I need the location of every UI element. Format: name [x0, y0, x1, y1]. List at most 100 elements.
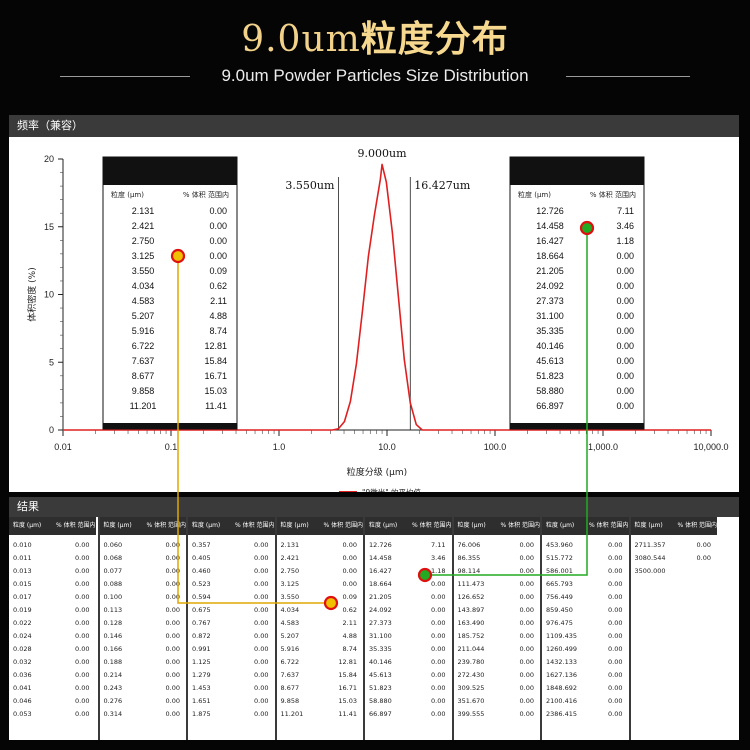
- inset-table-right-percent: 0.00: [616, 266, 634, 276]
- result-row: 0.523 0.00: [188, 578, 275, 591]
- result-row: 0.053 0.00: [9, 708, 96, 721]
- result-size: 45.613: [369, 671, 392, 679]
- result-row: 0.128 0.00: [100, 617, 187, 630]
- result-size: 0.460: [192, 567, 211, 575]
- inset-table-left-header-bg: [103, 157, 237, 185]
- result-size: 1260.499: [546, 645, 578, 653]
- result-size: 211.044: [457, 645, 485, 653]
- inset-table-right-percent: 0.00: [616, 401, 634, 411]
- result-percent: 0.00: [75, 671, 90, 679]
- inset-table-left-percent: 4.88: [209, 311, 227, 321]
- inset-table-left-percent: 8.74: [209, 326, 227, 336]
- result-percent: 0.00: [519, 671, 534, 679]
- result-row: 45.613 0.00: [365, 669, 452, 682]
- result-size: 0.032: [13, 658, 32, 666]
- result-header-size: 粒度 (μm): [192, 522, 221, 529]
- inset-table-right-footer-bar: [510, 423, 644, 429]
- result-percent: 0.00: [254, 541, 269, 549]
- inset-table-right-size: 21.205: [536, 266, 564, 276]
- inset-table-right: 粒度 (μm) % 体积 范围内 12.726 7.11 14.458 3.46 16.42…: [509, 156, 645, 430]
- result-row: 515.772 0.00: [542, 552, 629, 565]
- result-percent: 12.81: [338, 658, 357, 666]
- result-row: 0.146 0.00: [100, 630, 187, 643]
- result-size: 11.201: [280, 710, 304, 718]
- result-size: 859.450: [546, 606, 573, 614]
- result-percent: 0.00: [608, 580, 623, 588]
- result-size: 0.405: [192, 554, 211, 562]
- result-percent: 0.00: [75, 606, 90, 614]
- result-size: 0.013: [13, 567, 32, 575]
- result-size: 2.750: [280, 567, 300, 575]
- result-size: 12.726: [369, 541, 392, 549]
- result-percent: 0.00: [519, 593, 534, 601]
- result-size: 0.594: [192, 593, 211, 601]
- result-column: 粒度 (μm) % 体积 范围内 2.131 0.00 2.421 0.00 2.750 0.…: [276, 517, 364, 740]
- inset-table-right-percent: 7.11: [617, 206, 634, 216]
- result-size: 0.991: [192, 645, 211, 653]
- x-tick-label-1,000.0: 1,000.0: [588, 442, 618, 452]
- inset-table-right-percent: 0.00: [616, 296, 634, 306]
- inset-table-left: 粒度 (μm) % 体积 范围内 2.131 0.00 2.421 0.00 2.750 0.…: [102, 156, 238, 430]
- result-percent: 0.00: [431, 580, 446, 588]
- result-row: 0.028 0.00: [9, 643, 96, 656]
- result-size: 0.011: [13, 554, 32, 562]
- result-percent: 0.00: [75, 580, 90, 588]
- result-row: 859.450 0.00: [542, 604, 629, 617]
- result-size: 1.125: [192, 658, 211, 666]
- result-percent: 0.00: [254, 671, 269, 679]
- result-column: 粒度 (μm)% 体积 范围内 0.060 0.00 0.068 0.00 0.077 0.…: [99, 517, 187, 740]
- title-chinese: 粒度分布: [360, 19, 509, 60]
- result-percent: 0.00: [165, 593, 180, 601]
- inset-table-left-percent: 0.00: [209, 236, 227, 246]
- result-column: 粒度 (μm)% 体积 范围内 76.006 0.00 86.355 0.00 98.11…: [453, 517, 540, 740]
- result-row: 0.357 0.00: [188, 539, 275, 552]
- result-row: 1848.692 0.00: [542, 682, 629, 695]
- result-size: 111.473: [457, 580, 485, 588]
- result-percent: 0.00: [75, 645, 90, 653]
- result-percent: 0.00: [75, 658, 90, 666]
- result-column: 粒度 (μm)% 体积 范围内 0.010 0.00 0.011 0.00 0.013 0.…: [9, 517, 96, 740]
- inset-table-left-size: 2.131: [132, 206, 155, 216]
- result-header-size: 粒度 (μm): [634, 522, 663, 529]
- result-percent: [673, 565, 717, 578]
- inset-table-left-size: 11.201: [130, 401, 157, 411]
- result-row: 1109.435 0.00: [542, 630, 629, 643]
- inset-table-left-percent: 15.84: [204, 356, 227, 366]
- inset-table-right-percent: 0.00: [616, 311, 634, 321]
- result-size: 58.880: [369, 697, 392, 705]
- inset-table-left-size: 4.034: [132, 281, 155, 291]
- result-size: 0.088: [103, 580, 123, 588]
- result-row: 0.405 0.00: [188, 552, 275, 565]
- result-size: 1.279: [192, 671, 211, 679]
- result-row: 5.916 8.74: [277, 643, 364, 656]
- result-percent: 0.00: [254, 710, 269, 718]
- result-row: 2711.357 0.00: [631, 539, 718, 552]
- result-size: 163.490: [457, 619, 485, 627]
- page-subtitle: 9.0um Powder Particles Size Distribution: [221, 66, 529, 85]
- result-size: 86.355: [457, 554, 481, 562]
- result-row: 453.960 0.00: [542, 539, 629, 552]
- result-percent: 0.00: [75, 632, 90, 640]
- inset-table-left-header-size: 粒度 (μm): [111, 190, 144, 199]
- result-percent: 0.00: [165, 541, 180, 549]
- result-row: 1.125 0.00: [188, 656, 275, 669]
- result-header-percent: % 体积 范围内: [146, 522, 186, 529]
- result-header-size: 粒度 (μm): [369, 522, 398, 529]
- result-panel-header: 结果: [9, 497, 739, 517]
- result-row: 4.034 0.62: [277, 604, 364, 617]
- result-row: 2.421 0.00: [277, 552, 364, 565]
- result-size: 35.335: [369, 645, 392, 653]
- result-header-size: 粒度 (μm): [13, 522, 42, 529]
- inset-table-left-size: 3.125: [132, 251, 155, 261]
- inset-table-left-percent: 0.00: [209, 206, 227, 216]
- result-percent: 0.00: [608, 619, 623, 627]
- result-row: 1.651 0.00: [188, 695, 275, 708]
- inset-table-right-percent: 0.00: [616, 326, 634, 336]
- result-percent: 0.00: [165, 567, 180, 575]
- result-size: 0.188: [103, 658, 123, 666]
- result-column: 粒度 (μm)% 体积 范围内 0.357 0.00 0.405 0.00 0.460 0.…: [188, 517, 275, 740]
- result-column-separator: [97, 517, 100, 740]
- result-header-percent: % 体积 范围内: [677, 522, 717, 529]
- result-row: 11.201 11.41: [277, 708, 364, 721]
- inset-table-right-size: 51.823: [536, 371, 564, 381]
